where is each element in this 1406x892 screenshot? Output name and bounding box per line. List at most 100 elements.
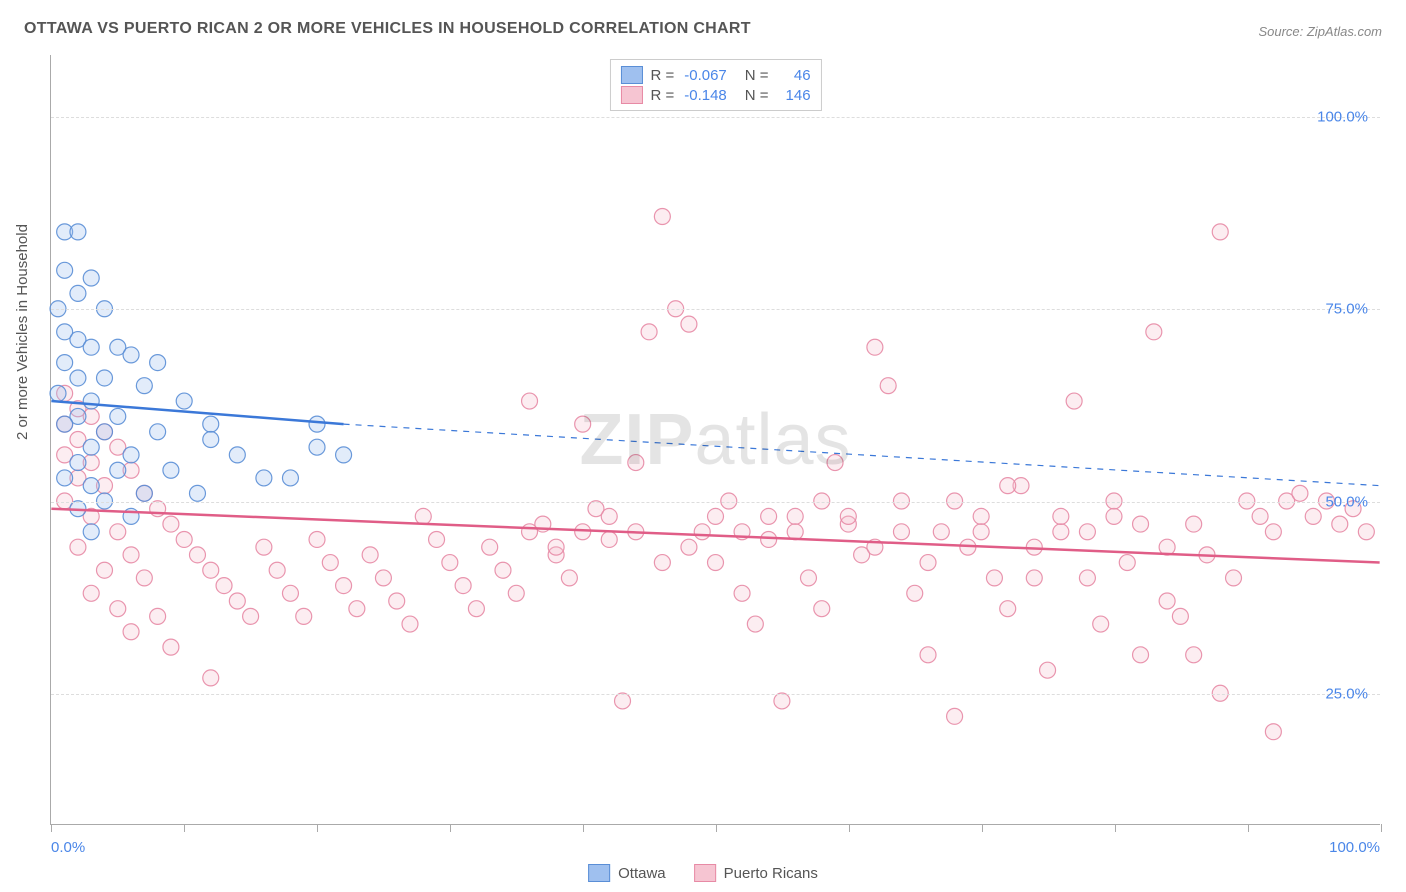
data-point <box>787 508 803 524</box>
data-point <box>747 616 763 632</box>
data-point <box>203 416 219 432</box>
data-point <box>70 370 86 386</box>
data-point <box>561 570 577 586</box>
data-point <box>136 570 152 586</box>
data-point <box>83 439 99 455</box>
data-point <box>1053 524 1069 540</box>
plot-area: R = -0.067 N = 46 R = -0.148 N = 146 ZIP… <box>50 55 1380 825</box>
data-point <box>442 555 458 571</box>
data-point <box>1133 516 1149 532</box>
data-point <box>1159 593 1175 609</box>
data-point <box>508 585 524 601</box>
data-point <box>495 562 511 578</box>
data-point <box>973 508 989 524</box>
data-point <box>681 539 697 555</box>
ottawa-r-value: -0.067 <box>684 67 727 84</box>
data-point <box>110 601 126 617</box>
data-point <box>229 447 245 463</box>
data-point <box>97 424 113 440</box>
data-point <box>1265 524 1281 540</box>
data-point <box>375 570 391 586</box>
data-point <box>150 355 166 371</box>
data-point <box>814 601 830 617</box>
data-point <box>455 578 471 594</box>
data-point <box>269 562 285 578</box>
data-point <box>1026 570 1042 586</box>
legend-row-ottawa: R = -0.067 N = 46 <box>620 66 810 84</box>
gridline <box>51 502 1380 503</box>
x-tick <box>450 824 451 832</box>
x-tick <box>51 824 52 832</box>
y-tick-label: 100.0% <box>1317 108 1368 125</box>
data-point <box>216 578 232 594</box>
data-point <box>601 508 617 524</box>
legend-row-puerto-ricans: R = -0.148 N = 146 <box>620 86 810 104</box>
data-point <box>123 447 139 463</box>
r-label: R = <box>650 87 674 104</box>
y-tick-label: 25.0% <box>1325 686 1368 703</box>
data-point <box>601 531 617 547</box>
data-point <box>189 485 205 501</box>
data-point <box>1053 508 1069 524</box>
data-point <box>1079 570 1095 586</box>
data-point <box>256 539 272 555</box>
ottawa-swatch-icon <box>588 864 610 882</box>
data-point <box>309 531 325 547</box>
data-point <box>97 562 113 578</box>
data-point <box>57 470 73 486</box>
data-point <box>1093 616 1109 632</box>
data-point <box>256 470 272 486</box>
data-point <box>189 547 205 563</box>
data-point <box>1305 508 1321 524</box>
data-point <box>761 531 777 547</box>
n-label: N = <box>745 67 769 84</box>
data-point <box>1000 478 1016 494</box>
data-point <box>336 578 352 594</box>
x-tick <box>583 824 584 832</box>
data-point <box>522 393 538 409</box>
data-point <box>482 539 498 555</box>
data-point <box>309 439 325 455</box>
data-point <box>1292 485 1308 501</box>
data-point <box>57 416 73 432</box>
data-point <box>800 570 816 586</box>
data-point <box>163 639 179 655</box>
data-point <box>123 547 139 563</box>
data-point <box>933 524 949 540</box>
data-point <box>136 378 152 394</box>
puerto-ricans-swatch-icon <box>620 86 642 104</box>
data-point <box>681 316 697 332</box>
x-tick <box>1248 824 1249 832</box>
data-point <box>83 339 99 355</box>
data-point <box>787 524 803 540</box>
legend-item-puerto-ricans: Puerto Ricans <box>694 864 818 882</box>
puerto-ricans-r-value: -0.148 <box>684 87 727 104</box>
data-point <box>150 608 166 624</box>
data-point <box>50 385 66 401</box>
data-point <box>110 524 126 540</box>
data-point <box>163 462 179 478</box>
data-point <box>708 508 724 524</box>
data-point <box>429 531 445 547</box>
data-point <box>362 547 378 563</box>
data-point <box>1252 508 1268 524</box>
data-point <box>163 516 179 532</box>
data-point <box>867 339 883 355</box>
data-point <box>734 585 750 601</box>
data-point <box>1000 601 1016 617</box>
data-point <box>83 270 99 286</box>
data-point <box>83 393 99 409</box>
n-label: N = <box>745 87 769 104</box>
data-point <box>176 393 192 409</box>
trend-line-extrapolated <box>344 424 1380 486</box>
data-point <box>880 378 896 394</box>
data-point <box>123 624 139 640</box>
data-point <box>70 455 86 471</box>
data-point <box>1106 508 1122 524</box>
data-point <box>615 693 631 709</box>
data-point <box>70 224 86 240</box>
puerto-ricans-swatch-icon <box>694 864 716 882</box>
data-point <box>694 524 710 540</box>
data-point <box>1358 524 1374 540</box>
data-point <box>1265 724 1281 740</box>
